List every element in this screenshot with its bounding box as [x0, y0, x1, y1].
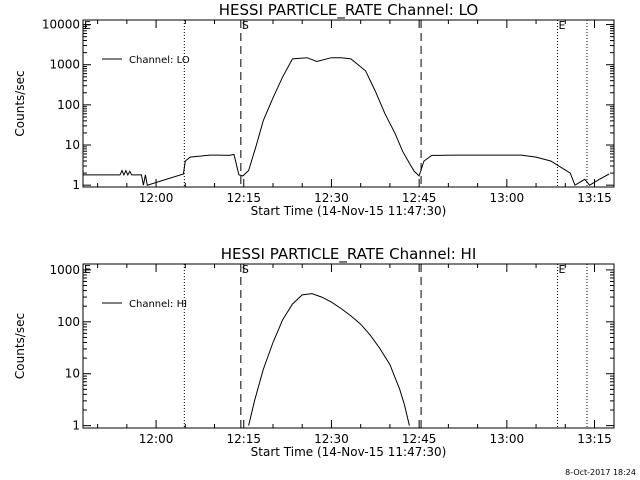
x-tick-label: 12:45 — [402, 191, 437, 205]
x-tick-label: 12:15 — [226, 432, 261, 446]
event-marker-label: S — [242, 263, 249, 276]
y-tick-label: 100 — [57, 98, 80, 112]
y-tick-label: 1 — [72, 419, 80, 433]
event-marker-label: E — [558, 263, 565, 276]
x-axis-label: Start Time (14-Nov-15 11:47:30) — [251, 445, 447, 459]
x-tick-label: 13:00 — [490, 191, 525, 205]
y-tick-label: 1000 — [49, 263, 80, 277]
y-axis-label: Counts/sec — [13, 313, 27, 379]
x-axis-label: Start Time (14-Nov-15 11:47:30) — [251, 204, 447, 218]
y-tick-label: 100 — [57, 315, 80, 329]
event-marker-label: E — [84, 263, 91, 276]
x-tick-label: 12:30 — [314, 191, 349, 205]
chart-title: HESSI PARTICLE_RATE Channel: LO — [219, 1, 478, 20]
x-tick-label: 12:00 — [139, 432, 174, 446]
legend-label: Channel: HI — [129, 299, 187, 310]
x-tick-label: 12:15 — [226, 191, 261, 205]
x-tick-label: 12:30 — [314, 432, 349, 446]
chart-title: HESSI PARTICLE_RATE Channel: HI — [221, 245, 477, 264]
x-tick-label: 13:00 — [490, 432, 525, 446]
series-line — [248, 293, 410, 426]
series-line — [83, 57, 610, 186]
panel-lo: HESSI PARTICLE_RATE Channel: LO 12:00 12:1… — [13, 1, 615, 218]
plot-timestamp: 8-Oct-2017 18:24 — [565, 468, 636, 477]
panel-hi: HESSI PARTICLE_RATE Channel: HI 12:00 12:1… — [13, 245, 615, 459]
y-tick-label: 10000 — [42, 18, 80, 32]
y-tick-label: 1000 — [49, 58, 80, 72]
x-tick-label: 12:45 — [402, 432, 437, 446]
x-tick-label: 13:15 — [577, 191, 612, 205]
event-marker-label: S — [242, 19, 249, 32]
plot-frame — [82, 263, 615, 429]
y-tick-label: 1 — [72, 178, 80, 192]
y-axis-label: Counts/sec — [13, 70, 27, 136]
legend-label: Channel: LO — [129, 55, 190, 66]
y-tick-label: 10 — [65, 138, 80, 152]
plot-frame — [82, 19, 615, 188]
y-tick-label: 10 — [65, 367, 80, 381]
event-marker-label: E — [84, 19, 91, 32]
event-marker-label: E — [558, 19, 565, 32]
x-tick-label: 12:00 — [139, 191, 174, 205]
x-tick-label: 13:15 — [577, 432, 612, 446]
